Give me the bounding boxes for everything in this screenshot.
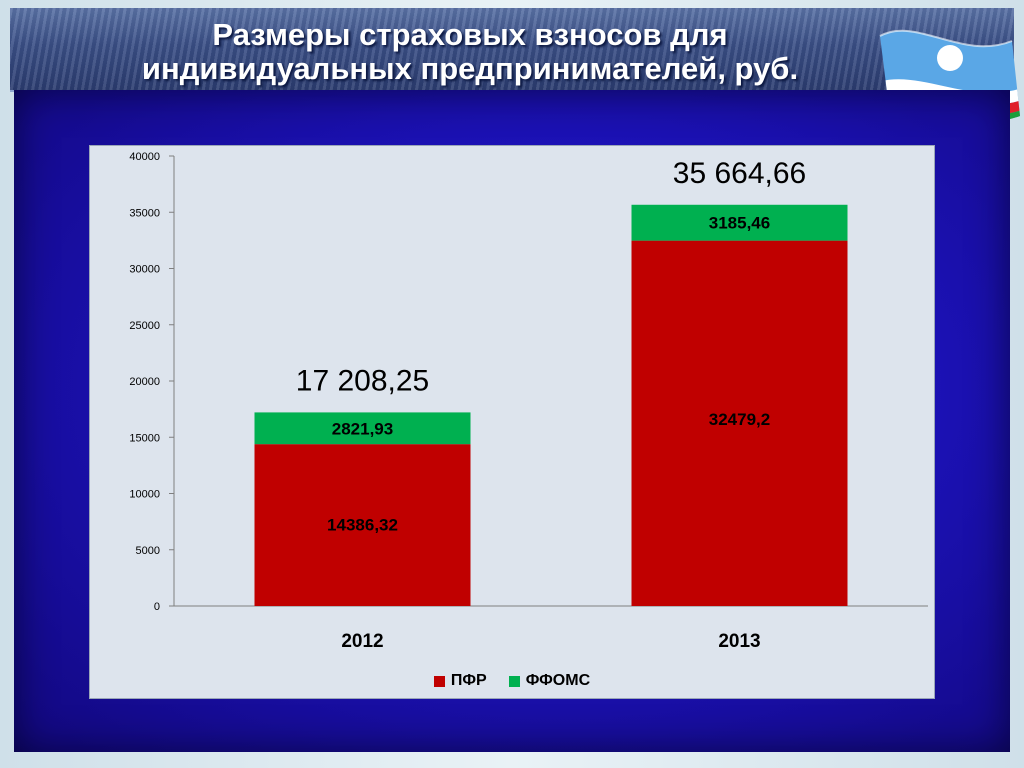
- bar-segment-pfr-2013: [631, 240, 848, 606]
- y-tick-label: 15000: [129, 432, 160, 444]
- bar-segment-pfr-2012: [254, 444, 471, 606]
- slide-title: Размеры страховых взносов для индивидуал…: [70, 18, 870, 86]
- chart-legend: ПФР ФФОМС: [90, 670, 934, 692]
- y-tick-label: 40000: [129, 151, 160, 163]
- data-label: 32479,2: [709, 410, 770, 429]
- title-line-1: Размеры страховых взносов для: [212, 17, 728, 52]
- data-label: 14386,32: [327, 516, 398, 535]
- x-tick-label: 2012: [341, 631, 383, 652]
- legend-label-pfr: ПФР: [450, 672, 487, 689]
- legend-label-ffoms: ФФОМС: [525, 672, 591, 689]
- y-tick-label: 25000: [129, 320, 160, 332]
- legend-swatch-ffoms: [508, 675, 520, 687]
- legend-item-ffoms: ФФОМС: [508, 672, 591, 690]
- data-label: 3185,46: [709, 214, 770, 233]
- y-tick-label: 10000: [129, 489, 160, 501]
- y-tick-label: 0: [154, 601, 160, 613]
- stacked-bar-chart: 0 5000 10000 15000 20000 25000 30000 35000 40000…: [129, 151, 928, 652]
- chart-panel: 0 5000 10000 15000 20000 25000 30000 35000 40000…: [89, 145, 935, 699]
- y-tick-label: 35000: [129, 207, 160, 219]
- bar-segment-ffoms-2013: [631, 204, 848, 241]
- y-tick-label: 5000: [136, 545, 160, 557]
- x-tick-label: 2013: [718, 631, 760, 652]
- bar-segment-ffoms-2012: [254, 412, 471, 445]
- title-banner: Размеры страховых взносов для индивидуал…: [10, 8, 1014, 92]
- y-tick-label: 30000: [129, 264, 160, 276]
- y-tick-label: 20000: [129, 376, 160, 388]
- data-label: 2821,93: [332, 419, 393, 438]
- legend-item-pfr: ПФР: [433, 672, 487, 690]
- total-label: 17 208,25: [296, 364, 429, 397]
- title-line-2: индивидуальных предпринимателей, руб.: [141, 51, 799, 86]
- total-label: 35 664,66: [673, 157, 806, 190]
- legend-swatch-pfr: [433, 675, 445, 687]
